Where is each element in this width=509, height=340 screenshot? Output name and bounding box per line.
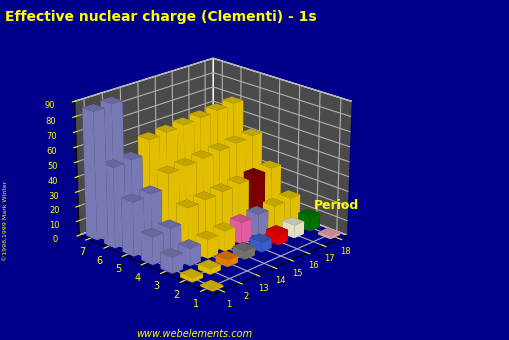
- Text: www.webelements.com: www.webelements.com: [135, 328, 251, 339]
- Text: Period: Period: [313, 199, 358, 212]
- Text: ©1998,1999 Mark Winter: ©1998,1999 Mark Winter: [3, 181, 8, 261]
- Text: Effective nuclear charge (Clementi) - 1s: Effective nuclear charge (Clementi) - 1s: [5, 10, 316, 24]
